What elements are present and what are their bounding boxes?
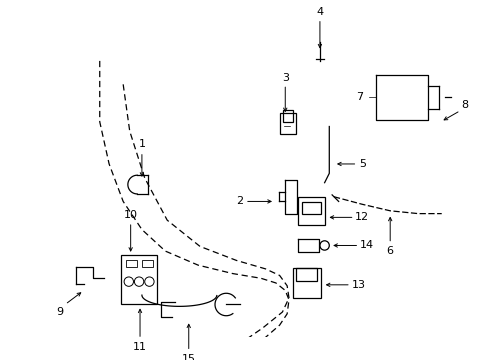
Bar [302, 202, 320, 213]
Bar [126, 260, 137, 267]
Text: 4: 4 [316, 7, 323, 17]
Text: 11: 11 [133, 342, 147, 352]
Bar [298, 197, 324, 225]
Text: 1: 1 [138, 139, 145, 149]
Bar [283, 109, 292, 122]
Text: 13: 13 [350, 280, 365, 290]
Text: 9: 9 [56, 307, 63, 317]
Text: 2: 2 [235, 197, 243, 206]
Bar [292, 268, 320, 298]
Bar [279, 113, 296, 134]
Text: 14: 14 [359, 240, 373, 251]
Text: 12: 12 [354, 212, 368, 222]
Text: 10: 10 [123, 210, 138, 220]
Text: 7: 7 [355, 93, 362, 103]
Text: 8: 8 [461, 100, 468, 110]
Text: 15: 15 [182, 354, 195, 360]
Bar [142, 260, 153, 267]
Bar [296, 268, 316, 281]
Text: 5: 5 [359, 159, 366, 169]
Text: 3: 3 [281, 73, 288, 83]
Bar [121, 255, 157, 303]
Text: 6: 6 [386, 246, 393, 256]
